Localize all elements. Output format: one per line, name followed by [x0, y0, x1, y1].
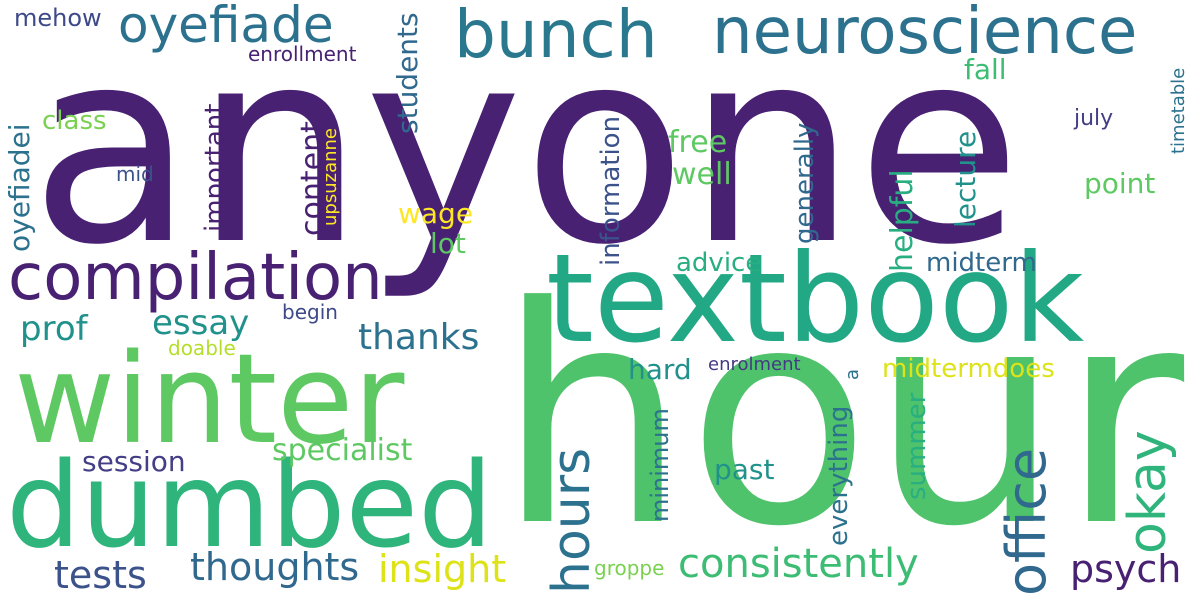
word-generally: generally: [790, 122, 820, 244]
word-helpful: helpful: [885, 169, 920, 272]
word-minimum: minimum: [646, 408, 674, 522]
word-bunch: bunch: [454, 0, 658, 73]
word-students: students: [391, 12, 424, 134]
word-insight: insight: [378, 547, 507, 591]
word-important: important: [200, 103, 230, 232]
word-hard: hard: [628, 353, 692, 386]
word-office: office: [995, 447, 1058, 596]
word-information: information: [596, 115, 626, 266]
word-consistently: consistently: [678, 541, 919, 587]
word-fall: fall: [964, 53, 1007, 86]
word-doable: doable: [168, 336, 236, 360]
word-past: past: [714, 453, 775, 486]
word-lot: lot: [430, 227, 466, 260]
word-upsuzanne: upsuzanne: [320, 128, 341, 226]
word-midterm: midterm: [926, 248, 1037, 278]
word-specialist: specialist: [272, 433, 413, 468]
word-dumbed: dumbed: [6, 436, 494, 574]
word-advice: advice: [676, 248, 762, 278]
word-anyone: anyone: [30, 0, 1022, 304]
word-prof: prof: [20, 309, 88, 349]
word-everything: everything: [824, 405, 854, 546]
word-a: a: [842, 368, 863, 380]
word-thoughts: thoughts: [190, 545, 360, 589]
word-hour: hour: [497, 243, 1185, 592]
word-free: free: [668, 125, 728, 160]
word-point: point: [1084, 167, 1156, 200]
word-well: well: [672, 157, 732, 192]
word-oyefiade: oyefiade: [118, 0, 334, 54]
word-okay: okay: [1118, 430, 1178, 554]
word-mid: mid: [116, 162, 154, 186]
word-enrollment: enrollment: [248, 42, 357, 66]
word-timetable: timetable: [1168, 67, 1189, 154]
word-winter: winter: [14, 328, 405, 472]
word-july: july: [1074, 106, 1114, 131]
word-lecture: lecture: [949, 130, 982, 228]
word-textbook: textbook: [546, 228, 1085, 370]
word-wage: wage: [398, 197, 474, 230]
word-neuroscience: neuroscience: [712, 0, 1138, 69]
word-oyefiadei: oyefiadei: [3, 123, 36, 252]
word-hours: hours: [542, 447, 602, 594]
word-midtermdoes: midtermdoes: [882, 354, 1055, 384]
word-compilation: compilation: [8, 241, 383, 315]
word-thanks: thanks: [358, 317, 480, 358]
word-begin: begin: [282, 300, 338, 324]
word-tests: tests: [54, 553, 147, 597]
word-class: class: [42, 106, 107, 136]
word-mehow: mehow: [14, 4, 102, 32]
word-essay: essay: [152, 303, 250, 343]
word-summer: summer: [902, 392, 932, 500]
word-session: session: [82, 445, 186, 478]
word-enrolment: enrolment: [708, 354, 801, 375]
word-groppe: groppe: [594, 556, 665, 580]
word-psych: psych: [1070, 547, 1182, 591]
